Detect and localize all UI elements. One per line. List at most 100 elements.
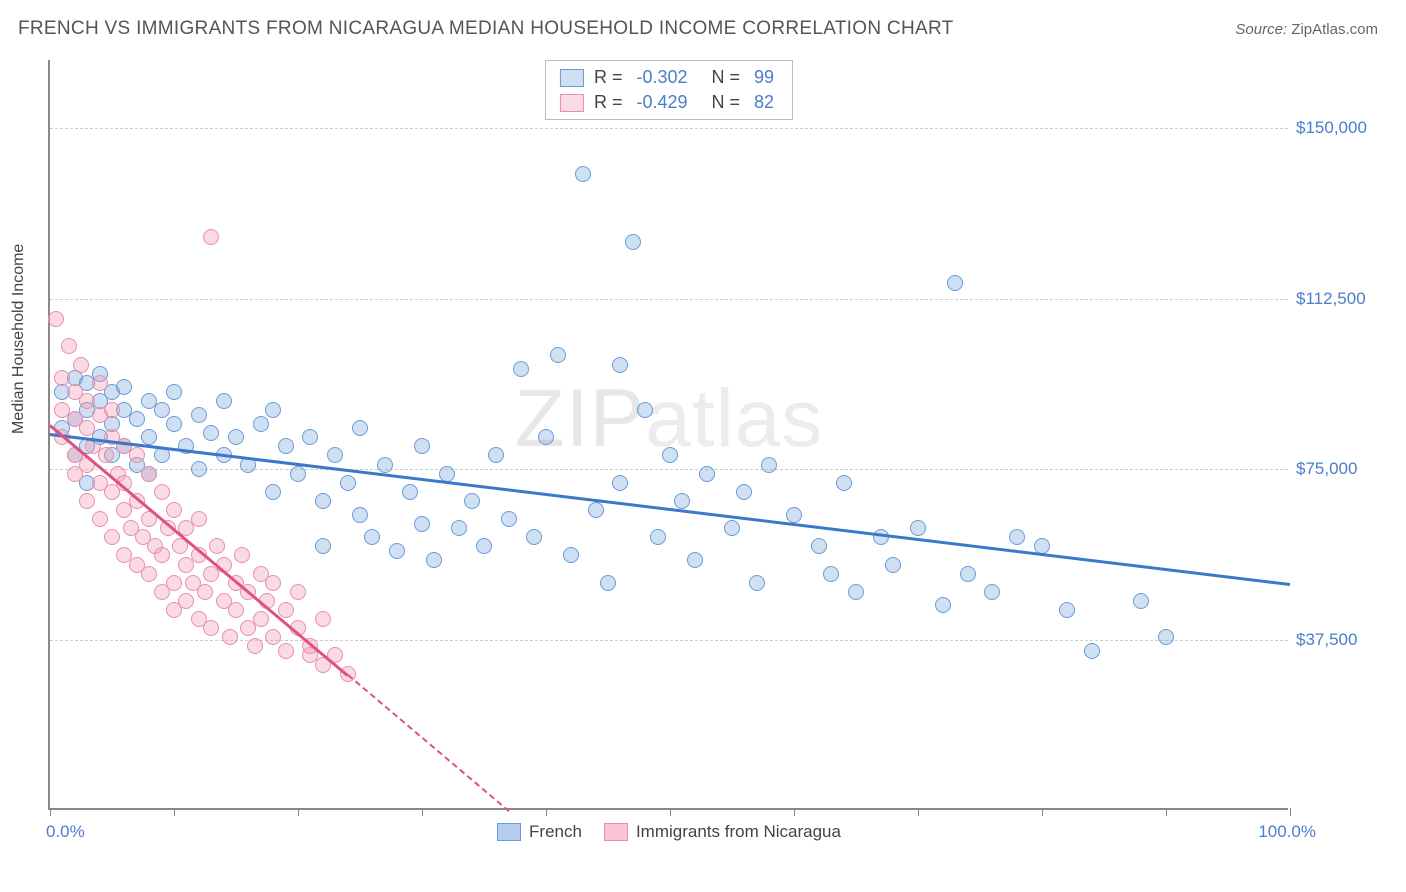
data-point bbox=[253, 611, 269, 627]
x-tick bbox=[918, 808, 919, 816]
legend-stat-row: R = -0.302 N = 99 bbox=[560, 65, 778, 90]
data-point bbox=[476, 538, 492, 554]
data-point bbox=[414, 438, 430, 454]
y-tick-label: $112,500 bbox=[1296, 289, 1386, 309]
data-point bbox=[761, 457, 777, 473]
data-point bbox=[699, 466, 715, 482]
data-point bbox=[154, 447, 170, 463]
data-point bbox=[637, 402, 653, 418]
data-point bbox=[352, 420, 368, 436]
y-tick-label: $75,000 bbox=[1296, 459, 1386, 479]
data-point bbox=[54, 370, 70, 386]
data-point bbox=[947, 275, 963, 291]
data-point bbox=[265, 629, 281, 645]
legend-swatch bbox=[497, 823, 521, 841]
data-point bbox=[414, 516, 430, 532]
data-point bbox=[488, 447, 504, 463]
data-point bbox=[48, 311, 64, 327]
data-point bbox=[178, 593, 194, 609]
watermark-bold: ZIP bbox=[515, 373, 646, 464]
data-point bbox=[724, 520, 740, 536]
data-point bbox=[662, 447, 678, 463]
x-tick bbox=[794, 808, 795, 816]
data-point bbox=[600, 575, 616, 591]
stat-r-label: R = bbox=[594, 67, 623, 88]
x-tick bbox=[1290, 808, 1291, 816]
data-point bbox=[79, 420, 95, 436]
legend-swatch bbox=[560, 69, 584, 87]
data-point bbox=[154, 484, 170, 500]
data-point bbox=[811, 538, 827, 554]
data-point bbox=[612, 475, 628, 491]
data-point bbox=[191, 511, 207, 527]
y-axis-label: Median Household Income bbox=[10, 244, 28, 434]
y-tick-label: $37,500 bbox=[1296, 630, 1386, 650]
data-point bbox=[247, 638, 263, 654]
x-tick bbox=[422, 808, 423, 816]
data-point bbox=[166, 384, 182, 400]
data-point bbox=[389, 543, 405, 559]
data-point bbox=[464, 493, 480, 509]
data-point bbox=[848, 584, 864, 600]
data-point bbox=[61, 338, 77, 354]
data-point bbox=[960, 566, 976, 582]
data-point bbox=[1133, 593, 1149, 609]
data-point bbox=[352, 507, 368, 523]
legend-swatch bbox=[604, 823, 628, 841]
data-point bbox=[935, 597, 951, 613]
data-point bbox=[588, 502, 604, 518]
trend-line bbox=[347, 674, 509, 812]
source-name: ZipAtlas.com bbox=[1291, 21, 1378, 38]
data-point bbox=[253, 416, 269, 432]
data-point bbox=[129, 411, 145, 427]
data-point bbox=[302, 429, 318, 445]
legend-item: French bbox=[497, 822, 582, 842]
data-point bbox=[290, 584, 306, 600]
stat-r-value: -0.429 bbox=[636, 92, 687, 113]
x-tick bbox=[174, 808, 175, 816]
data-point bbox=[104, 402, 120, 418]
data-point bbox=[265, 402, 281, 418]
chart-source: Source: ZipAtlas.com bbox=[1235, 21, 1378, 38]
data-point bbox=[1059, 602, 1075, 618]
y-tick-label: $150,000 bbox=[1296, 118, 1386, 138]
x-tick bbox=[298, 808, 299, 816]
gridline bbox=[50, 469, 1288, 470]
data-point bbox=[228, 429, 244, 445]
data-point bbox=[327, 447, 343, 463]
data-point bbox=[786, 507, 802, 523]
data-point bbox=[203, 425, 219, 441]
data-point bbox=[166, 416, 182, 432]
data-point bbox=[265, 575, 281, 591]
data-point bbox=[1084, 643, 1100, 659]
data-point bbox=[197, 584, 213, 600]
data-point bbox=[141, 466, 157, 482]
data-point bbox=[1009, 529, 1025, 545]
data-point bbox=[426, 552, 442, 568]
stat-n-label: N = bbox=[702, 67, 741, 88]
x-tick bbox=[546, 808, 547, 816]
data-point bbox=[1158, 629, 1174, 645]
chart-area: Median Household Income ZIPatlas R = -0.… bbox=[18, 54, 1390, 844]
data-point bbox=[736, 484, 752, 500]
data-point bbox=[129, 447, 145, 463]
data-point bbox=[216, 393, 232, 409]
data-point bbox=[104, 529, 120, 545]
x-tick bbox=[670, 808, 671, 816]
data-point bbox=[73, 357, 89, 373]
data-point bbox=[538, 429, 554, 445]
data-point bbox=[575, 166, 591, 182]
data-point bbox=[92, 511, 108, 527]
data-point bbox=[203, 620, 219, 636]
stat-n-label: N = bbox=[702, 92, 741, 113]
data-point bbox=[98, 447, 114, 463]
chart-header: FRENCH VS IMMIGRANTS FROM NICARAGUA MEDI… bbox=[0, 0, 1406, 48]
data-point bbox=[265, 484, 281, 500]
data-point bbox=[563, 547, 579, 563]
data-point bbox=[141, 566, 157, 582]
data-point bbox=[315, 493, 331, 509]
stat-r-label: R = bbox=[594, 92, 623, 113]
data-point bbox=[228, 602, 244, 618]
data-point bbox=[873, 529, 889, 545]
data-point bbox=[402, 484, 418, 500]
